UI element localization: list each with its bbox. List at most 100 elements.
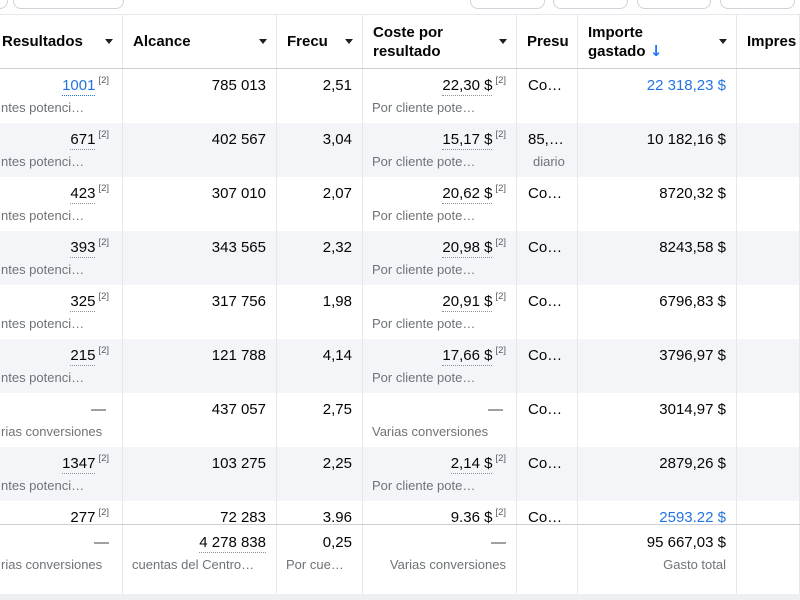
results-value: 393 <box>70 239 96 258</box>
toolbar-pill-button[interactable] <box>720 0 795 9</box>
column-header-impresiones[interactable]: Impres <box>737 15 800 68</box>
reach-cell: 437 057 <box>123 393 277 447</box>
cost-per-result-value: 17,66 $ <box>442 347 493 366</box>
frequency-cell: 2,32 <box>277 231 363 285</box>
results-subtext: ntes potenci… <box>1 262 85 277</box>
amount-spent-cell: 6796,83 $ <box>578 285 737 339</box>
chevron-down-icon[interactable] <box>259 38 267 44</box>
budget-cell: Co… <box>517 339 578 393</box>
chevron-down-icon[interactable] <box>345 38 353 44</box>
budget-value: Co… <box>528 185 563 202</box>
cost-per-result-cell: 15,17 $ [2] Por cliente pote… <box>363 123 517 177</box>
results-total-cell: — rias conversiones <box>0 525 123 594</box>
frequency-cell: 4,14 <box>277 339 363 393</box>
footnote-marker: [2] <box>495 507 506 518</box>
footnote-marker: [2] <box>98 453 109 464</box>
budget-value: Co… <box>528 401 563 418</box>
results-cell: 325 [2] ntes potenci… <box>0 285 123 339</box>
cost-per-result-cell: 22,30 $ [2] Por cliente pote… <box>363 69 517 123</box>
budget-cell: 85,… diario <box>517 123 578 177</box>
amount-spent-total-value: 95 667,03 $ <box>646 534 726 551</box>
toolbar-pill-button[interactable] <box>637 0 711 9</box>
cost-per-result-subtext: Por cliente pote… <box>372 316 476 331</box>
amount-spent-value: 8720,32 $ <box>659 185 726 202</box>
column-header-frecuencia[interactable]: Frecu <box>277 15 363 68</box>
cost-per-result-cell: 20,62 $ [2] Por cliente pote… <box>363 177 517 231</box>
reach-total-subtext: cuentas del Centro… <box>132 557 255 572</box>
results-subtext: ntes potenci… <box>1 370 85 385</box>
chevron-down-icon[interactable] <box>105 38 113 44</box>
results-subtext: ntes potenci… <box>1 100 85 115</box>
toolbar-pill-button[interactable] <box>13 0 124 9</box>
cost-per-result-subtext: Por cliente pote… <box>372 208 476 223</box>
reach-value: 402 567 <box>211 131 266 148</box>
reach-value: 307 010 <box>211 185 266 202</box>
reach-value: 103 275 <box>211 455 266 472</box>
frequency-cell: 2,25 <box>277 447 363 501</box>
toolbar-pill-button[interactable] <box>553 0 628 9</box>
results-value: 671 <box>70 131 96 150</box>
horizontal-scrollbar-track[interactable] <box>0 594 800 600</box>
budget-value: Co… <box>528 293 563 310</box>
table-row: 215 [2] ntes potenci… 121 788 4,14 17,66 … <box>0 339 800 393</box>
budget-cell: Co… <box>517 285 578 339</box>
toolbar-pill-button[interactable] <box>0 0 8 9</box>
cost-per-result-subtext: Varias conversiones <box>372 424 489 439</box>
cost-per-result-value: 22,30 $ <box>442 77 493 96</box>
column-label: Frecu <box>287 33 328 50</box>
footnote-marker: [2] <box>98 237 109 248</box>
amount-spent-value[interactable]: 2593.22 $ <box>659 509 726 526</box>
budget-total-cell <box>517 525 578 594</box>
cost-per-result-cell: — Varias conversiones <box>363 393 517 447</box>
cost-per-result-value: 2,14 $ <box>450 455 493 474</box>
table-header: Resultados Alcance Frecu Coste por resul… <box>0 14 800 69</box>
results-subtext: ntes potenci… <box>1 316 85 331</box>
column-header-presupuesto[interactable]: Presu <box>517 15 578 68</box>
column-label: Presu <box>527 33 569 50</box>
reach-cell: 121 788 <box>123 339 277 393</box>
reach-total-cell: 4 278 838 cuentas del Centro… <box>123 525 277 594</box>
column-label: Resultados <box>2 33 83 50</box>
results-value[interactable]: 1001 <box>62 77 96 96</box>
amount-spent-cell: 3014,97 $ <box>578 393 737 447</box>
cost-per-result-value: 15,17 $ <box>442 131 493 150</box>
results-cell: — rias conversiones <box>0 393 123 447</box>
impressions-cell <box>737 447 800 501</box>
cost-per-result-subtext: Por cliente pote… <box>372 478 476 493</box>
column-label: Alcance <box>133 33 191 50</box>
budget-cell: Co… <box>517 447 578 501</box>
frequency-value: 2,75 <box>322 401 352 418</box>
frequency-total-value: 0,25 <box>322 534 352 551</box>
column-header-alcance[interactable]: Alcance <box>123 15 277 68</box>
column-header-coste-por-resultado[interactable]: Coste por resultado <box>363 15 517 68</box>
table-row: — rias conversiones 437 057 2,75 — Varia… <box>0 393 800 447</box>
results-value: 215 <box>70 347 96 366</box>
reach-cell: 103 275 <box>123 447 277 501</box>
footnote-marker: [2] <box>495 237 506 248</box>
amount-spent-total-cell: 95 667,03 $ Gasto total <box>578 525 737 594</box>
budget-cell: Co… <box>517 393 578 447</box>
amount-spent-value[interactable]: 22 318,23 $ <box>646 77 726 94</box>
chevron-down-icon[interactable] <box>719 38 727 44</box>
frequency-value: 3,04 <box>322 131 352 148</box>
frequency-value: 1,98 <box>322 293 352 310</box>
results-value: 325 <box>70 293 96 312</box>
cost-per-result-cell: 17,66 $ [2] Por cliente pote… <box>363 339 517 393</box>
budget-subtext: diario <box>533 154 565 169</box>
frequency-value: 4,14 <box>322 347 352 364</box>
sort-descending-icon: ↓ <box>649 41 663 60</box>
budget-value: Co… <box>528 239 563 256</box>
results-cell: 423 [2] ntes potenci… <box>0 177 123 231</box>
footnote-marker: [2] <box>495 453 506 464</box>
frequency-cell: 3,04 <box>277 123 363 177</box>
results-subtext: ntes potenci… <box>1 208 85 223</box>
column-header-resultados[interactable]: Resultados <box>0 15 123 68</box>
chevron-down-icon[interactable] <box>499 38 507 44</box>
toolbar-pill-button[interactable] <box>470 0 545 9</box>
results-subtext: ntes potenci… <box>1 478 85 493</box>
reach-value: 343 565 <box>211 239 266 256</box>
column-header-importe-gastado[interactable]: Importe gastado ↓ <box>578 15 737 68</box>
amount-spent-value: 8243,58 $ <box>659 239 726 256</box>
frequency-value: 2,32 <box>322 239 352 256</box>
